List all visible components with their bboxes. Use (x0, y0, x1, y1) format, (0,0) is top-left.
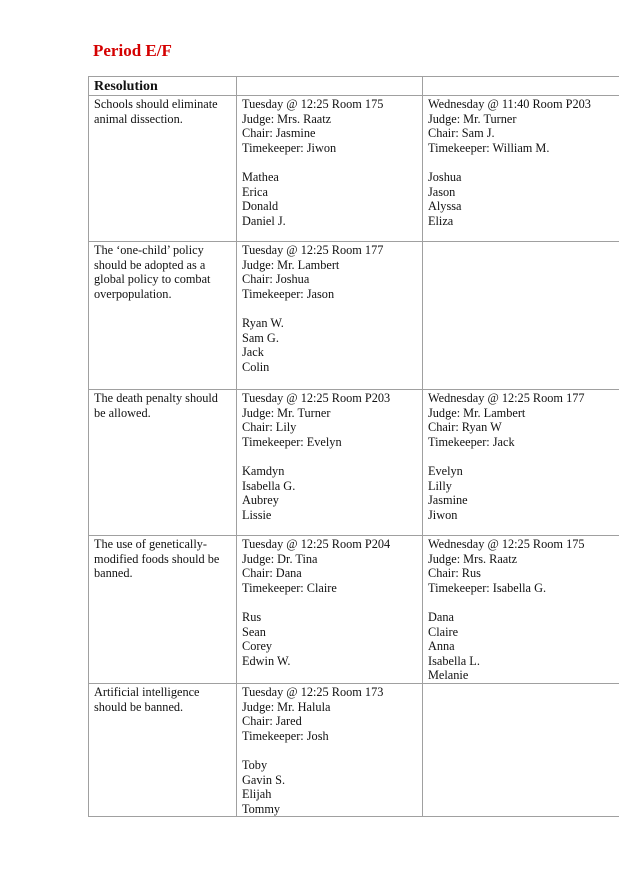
member-name: Sam G. (242, 330, 279, 345)
tuesday-session-cell: Tuesday @ 12:25 Room 173 Judge: Mr. Halul… (236, 682, 423, 818)
wednesday-session-cell: Wednesday @ 11:40 Room P203 Judge: Mr. Tu… (422, 95, 619, 242)
session-info-line: Timekeeper: Evelyn (242, 434, 342, 449)
session-info-line: Chair: Joshua (242, 272, 310, 287)
session-info-line: Timekeeper: Jiwon (242, 140, 337, 155)
member-name: Ryan W. (242, 315, 284, 330)
member-name: Toby (242, 757, 268, 772)
member-name: Aubrey (242, 493, 279, 508)
member-name: Daniel J. (242, 213, 286, 228)
member-name: Gavin S. (242, 772, 286, 787)
table-row: The ‘one-child’ policy should be adopted… (88, 241, 619, 390)
spacer (242, 595, 417, 610)
spacer (428, 155, 619, 170)
resolution-cell: The death penalty should be allowed. (88, 389, 237, 536)
session-info-line: Wednesday @ 12:25 Room 175 (428, 537, 585, 551)
session-info-line: Tuesday @ 12:25 Room 177 (242, 243, 384, 257)
header-col3 (422, 76, 619, 96)
session-info-line: Judge: Mrs. Raatz (242, 111, 332, 126)
member-name: Joshua (428, 169, 462, 184)
resolution-cell: The use of genetically-modified foods sh… (88, 535, 237, 684)
session-info-line: Judge: Mr. Halula (242, 699, 331, 714)
header-col2 (236, 76, 423, 96)
tuesday-session-cell: Tuesday @ 12:25 Room P203 Judge: Mr. Turn… (236, 389, 423, 536)
tuesday-session-cell: Tuesday @ 12:25 Room P204 Judge: Dr. Tina… (236, 535, 423, 684)
member-name: Elijah (242, 787, 272, 802)
member-name: Kamdyn (242, 463, 285, 478)
session-info-line: Judge: Mr. Turner (242, 405, 331, 420)
session-info-line: Chair: Rus (428, 566, 481, 581)
session-info-line: Chair: Dana (242, 566, 302, 581)
tuesday-session-cell: Tuesday @ 12:25 Room 175 Judge: Mrs. Raat… (236, 95, 423, 242)
session-info-line: Chair: Jared (242, 714, 302, 729)
resolution-cell: Schools should eliminate animal dissecti… (88, 95, 237, 242)
session-info-line: Chair: Sam J. (428, 126, 495, 141)
wednesday-session-cell: Wednesday @ 12:25 Room 175 Judge: Mrs. Ra… (422, 535, 619, 684)
session-info-line: Judge: Mr. Lambert (242, 257, 340, 272)
session-info-line: Tuesday @ 12:25 Room 173 (242, 685, 384, 699)
wednesday-session-cell (422, 241, 619, 390)
session-info-line: Judge: Mr. Turner (428, 111, 517, 126)
spacer (428, 595, 619, 610)
resolution-cell: Artificial intelligence should be banned… (88, 682, 237, 818)
table-row: The use of genetically-modified foods sh… (88, 535, 619, 684)
session-info-line: Chair: Jasmine (242, 126, 316, 141)
session-info-line: Timekeeper: Jason (242, 286, 335, 301)
session-info-line: Judge: Mrs. Raatz (428, 551, 518, 566)
member-name: Jasmine (428, 493, 468, 508)
header-resolution: Resolution (88, 76, 237, 96)
table-row: The death penalty should be allowed. Tues… (88, 389, 619, 536)
wednesday-session-cell: Wednesday @ 12:25 Room 177 Judge: Mr. Lam… (422, 389, 619, 536)
session-info-line: Tuesday @ 12:25 Room P203 (242, 391, 391, 405)
resolution-cell: The ‘one-child’ policy should be adopted… (88, 241, 237, 390)
header-row: Resolution (88, 76, 619, 96)
member-name: Colin (242, 359, 270, 374)
session-info-line: Timekeeper: Isabella G. (428, 580, 547, 595)
spacer (242, 155, 417, 170)
member-name: Corey (242, 639, 273, 654)
session-info-line: Timekeeper: William M. (428, 140, 550, 155)
session-info-line: Timekeeper: Jack (428, 434, 515, 449)
member-name: Lilly (428, 478, 452, 493)
session-info-line: Chair: Ryan W (428, 420, 502, 435)
spacer (242, 743, 417, 758)
tuesday-session-cell: Tuesday @ 12:25 Room 177 Judge: Mr. Lambe… (236, 241, 423, 390)
session-info-line: Wednesday @ 12:25 Room 177 (428, 391, 585, 405)
member-name: Isabella L. (428, 653, 480, 668)
member-name: Dana (428, 609, 454, 624)
session-info-line: Tuesday @ 12:25 Room 175 (242, 97, 384, 111)
session-info-line: Judge: Mr. Lambert (428, 405, 526, 420)
page-title: Period E/F (93, 41, 172, 60)
member-name: Rus (242, 609, 262, 624)
member-name: Isabella G. (242, 478, 296, 493)
schedule-table: Resolution Schools should eliminate anim… (88, 76, 619, 818)
member-name: Eliza (428, 213, 454, 228)
session-info-line: Timekeeper: Josh (242, 728, 329, 743)
member-name: Jiwon (428, 507, 458, 522)
member-name: Anna (428, 639, 455, 654)
table-row: Artificial intelligence should be banned… (88, 682, 619, 818)
session-info-line: Tuesday @ 12:25 Room P204 (242, 537, 391, 551)
session-info-line: Wednesday @ 11:40 Room P203 (428, 97, 591, 111)
session-info-line: Timekeeper: Claire (242, 580, 337, 595)
member-name: Jack (242, 345, 264, 360)
member-name: Tommy (242, 801, 281, 816)
member-name: Lissie (242, 507, 272, 522)
member-name: Sean (242, 624, 266, 639)
member-name: Claire (428, 624, 459, 639)
member-name: Edwin W. (242, 653, 291, 668)
member-name: Mathea (242, 169, 279, 184)
session-info-line: Chair: Lily (242, 420, 297, 435)
spacer (428, 449, 619, 464)
member-name: Evelyn (428, 463, 463, 478)
member-name: Erica (242, 184, 268, 199)
wednesday-session-cell (422, 682, 619, 818)
spacer (242, 301, 417, 316)
member-name: Donald (242, 199, 279, 214)
member-name: Melanie (428, 668, 469, 683)
member-name: Jason (428, 184, 456, 199)
member-name: Alyssa (428, 199, 462, 214)
table-row: Schools should eliminate animal dissecti… (88, 95, 619, 242)
session-info-line: Judge: Dr. Tina (242, 551, 318, 566)
spacer (242, 449, 417, 464)
